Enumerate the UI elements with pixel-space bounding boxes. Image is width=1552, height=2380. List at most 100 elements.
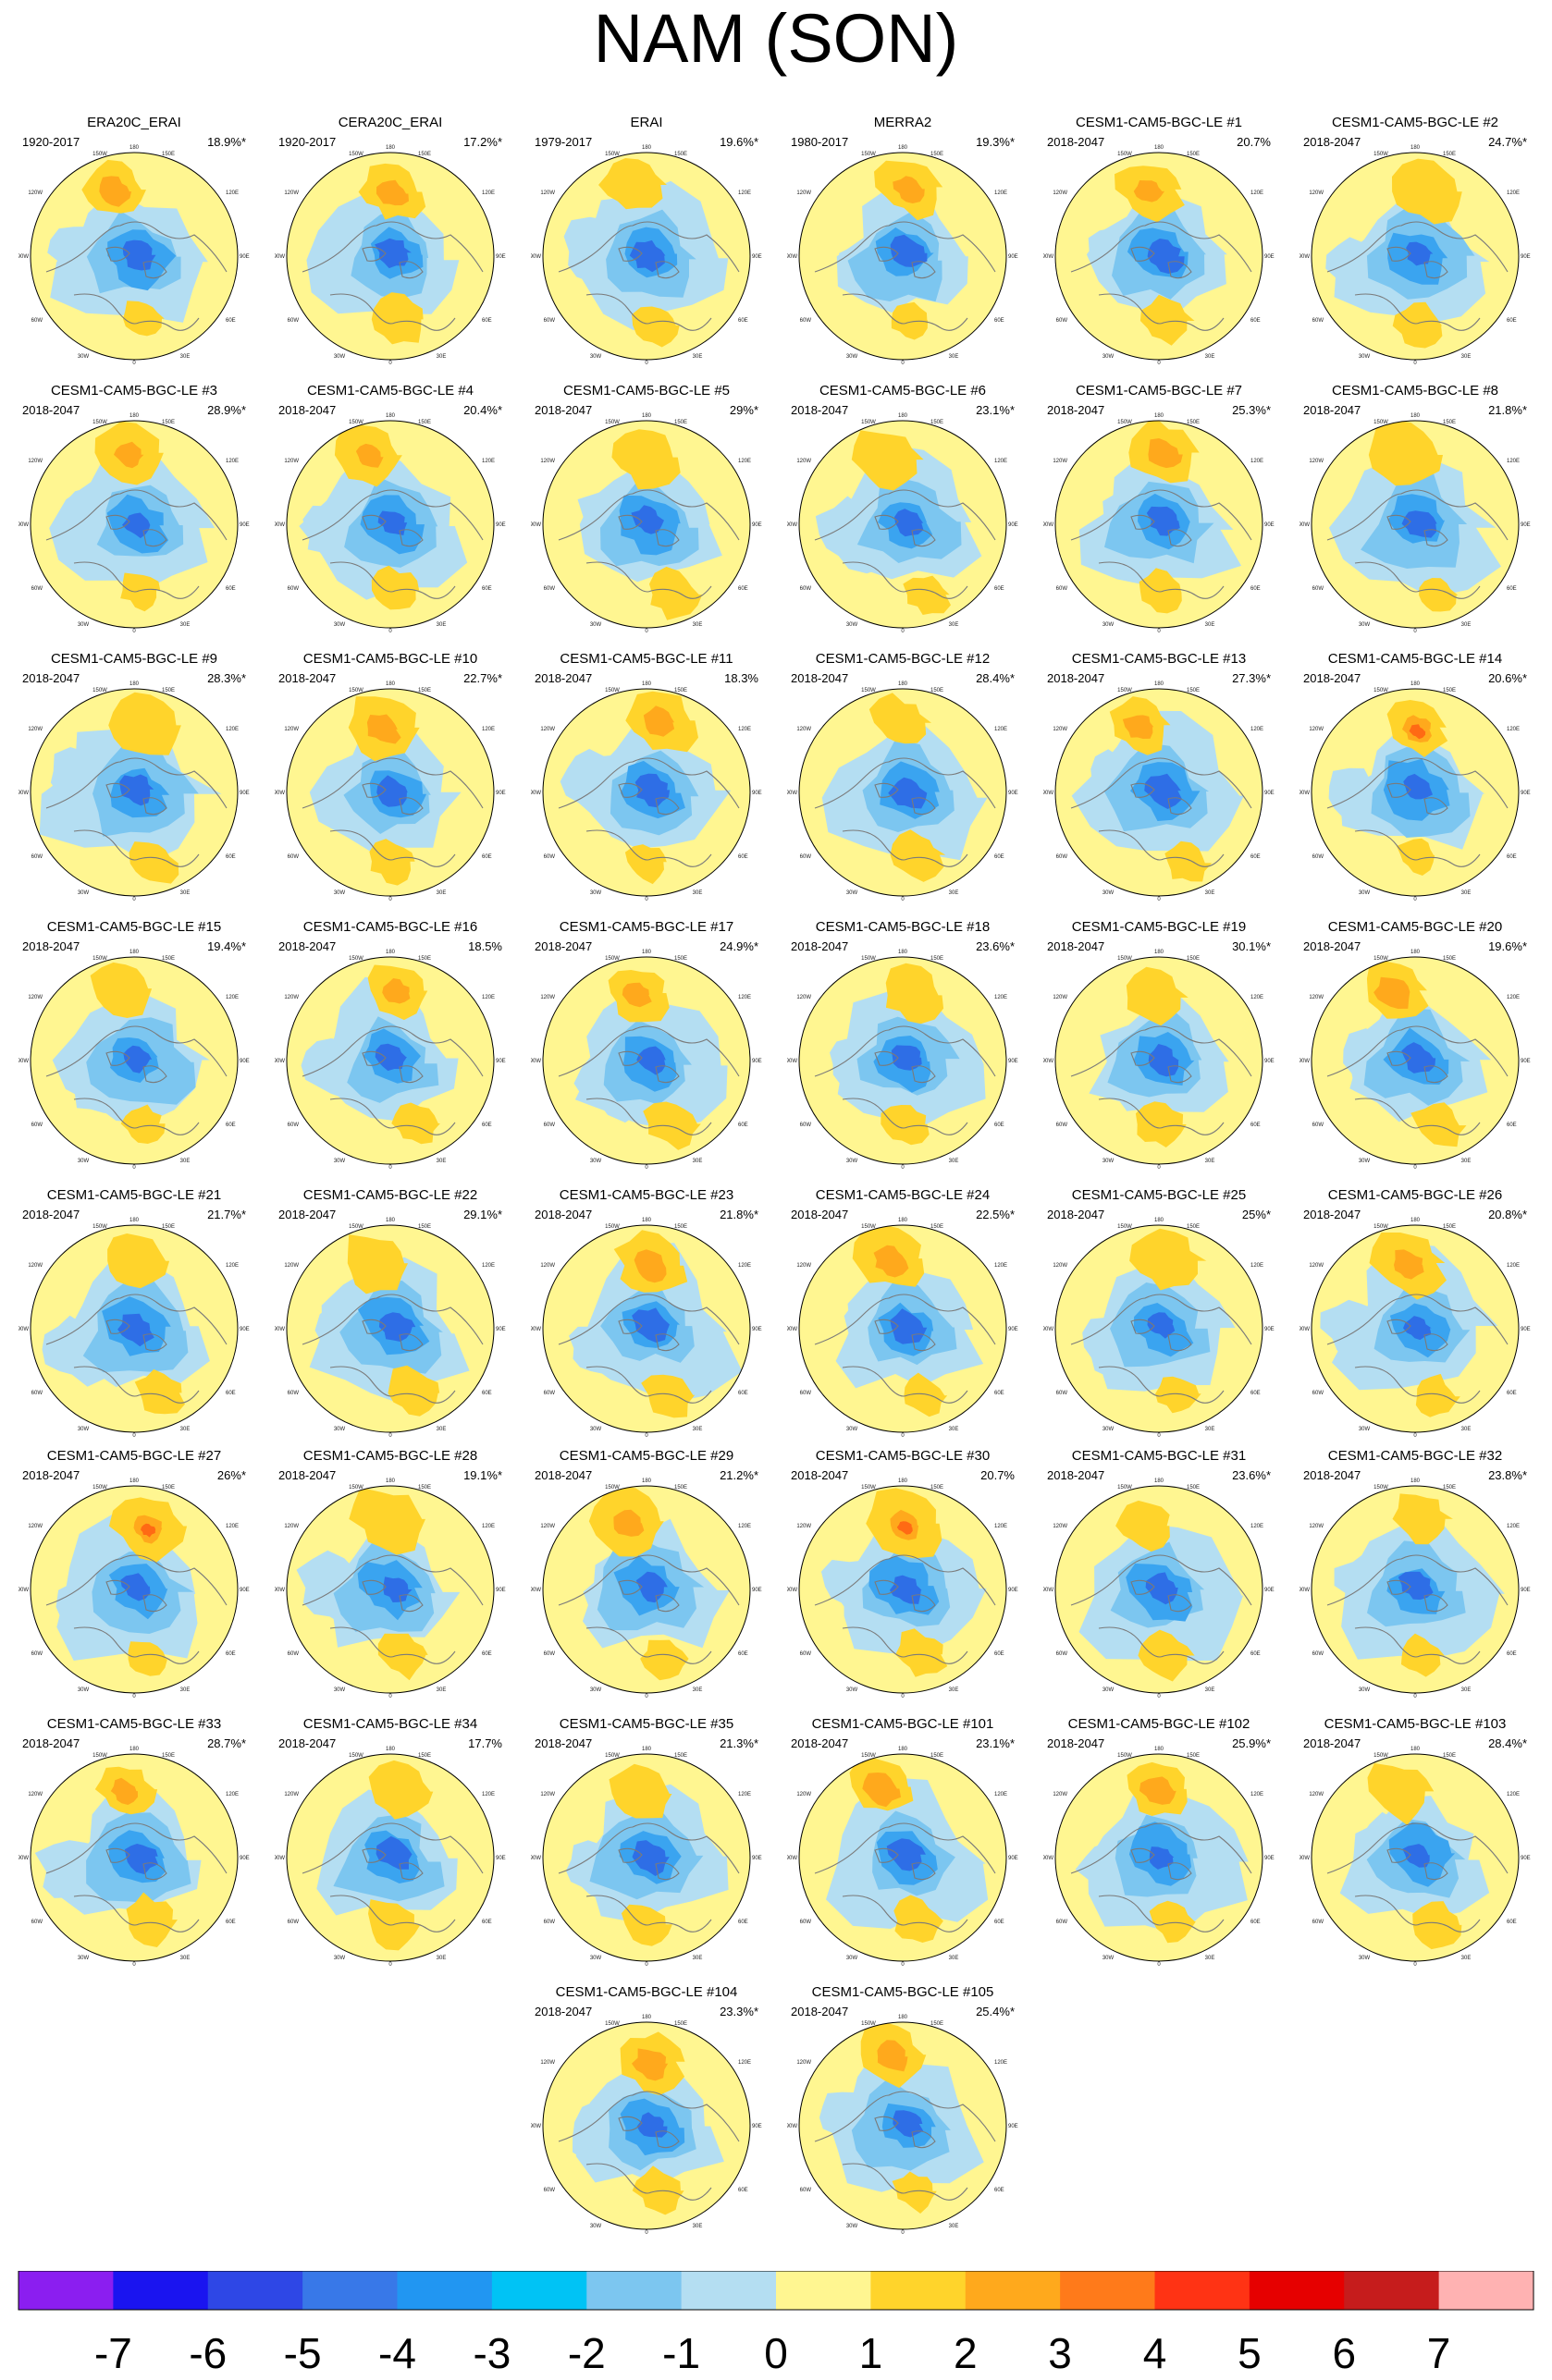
polar-map: 180 150W 150E 120W 120E 90W 90E 60W 60E 30W 30E 0 [531,681,762,901]
longitude-label: 180 [642,1478,652,1484]
longitude-label: 60E [226,1651,236,1657]
panel-period: 2018-2047 [535,2005,593,2018]
coastline [814,1554,996,1664]
longitude-label: 0 [388,1694,392,1698]
anomaly-contour [1139,568,1182,614]
longitude-label: 30W [334,354,346,360]
longitude-label: 90E [1008,254,1018,260]
longitude-label: 60W [31,318,43,324]
polar-map: 180 150W 150E 120W 120E 90W 90E 60W 60E 30W 30E 0 [1043,413,1275,632]
longitude-label: 30W [590,1687,602,1693]
longitude-label: 120W [28,1792,43,1797]
longitude-label: 60E [1250,318,1261,324]
longitude-label: 60W [1056,318,1068,324]
longitude-label: 60E [226,1123,236,1128]
longitude-label: 30W [1102,354,1115,360]
panel-variance: 30.1%* [1232,939,1271,953]
longitude-label: 30W [590,1159,602,1164]
longitude-label: 30W [846,1159,858,1164]
longitude-label: 60W [544,854,556,860]
panel-variance: 20.6%* [1488,671,1527,685]
panel-period: 2018-2047 [278,1468,337,1482]
coastline [814,221,996,331]
panel-variance: 25.4%* [976,2005,1015,2018]
panel-variance: 22.5%* [976,1208,1015,1221]
longitude-label: 150E [674,1485,687,1491]
longitude-label: 120W [284,190,299,196]
longitude-label: 150E [1443,152,1456,157]
longitude-label: 30E [693,1159,703,1164]
longitude-label: 180 [1154,950,1164,955]
panel-title: CESM1-CAM5-BGC-LE #17 [559,919,734,935]
anomaly-contour [120,1573,151,1601]
colorbar-label: -3 [473,2329,511,2377]
longitude-label: 90E [752,254,762,260]
map-panel: CESM1-CAM5-BGC-LE #4 2018-2047 20.4%* 180 15… [265,383,515,632]
anomaly-contour [1403,773,1433,800]
anomaly-contour [388,1365,440,1417]
anomaly-contour [634,773,671,808]
longitude-label: 0 [1413,897,1417,901]
longitude-label: 150W [861,688,876,693]
colorbar-swatch [870,2271,967,2310]
anomaly-contour [1392,1493,1453,1545]
anomaly-contour [903,575,951,615]
longitude-label: 120W [540,995,555,1000]
longitude-label: 150W [1117,1485,1132,1491]
longitude-label: 180 [898,1218,908,1223]
longitude-label: 120E [994,1524,1007,1529]
panel-title: CESM1-CAM5-BGC-LE #13 [1071,651,1247,667]
longitude-label: 90E [496,1588,506,1593]
longitude-label: 60E [994,2188,1004,2193]
longitude-label: 150E [1443,1224,1456,1230]
longitude-label: 0 [645,1433,648,1437]
longitude-label: 120W [28,995,43,1000]
longitude-label: 120E [738,190,751,196]
longitude-label: 90W [18,1059,29,1064]
panel-title: CESM1-CAM5-BGC-LE #101 [811,1716,994,1732]
figure-title: NAM (SON) [593,0,959,77]
panel-variance: 20.7% [980,1468,1015,1482]
longitude-label: 60E [994,1123,1004,1128]
anomaly-contour [1415,1373,1460,1417]
panel-period: 2018-2047 [1303,939,1361,953]
longitude-label: 30E [1205,1427,1215,1432]
longitude-label: 90W [1043,1856,1053,1861]
longitude-label: 90E [496,522,506,528]
longitude-label: 90E [1008,1327,1018,1332]
longitude-label: 60E [1507,1391,1517,1396]
longitude-label: 120W [28,1524,43,1529]
panel-period: 2018-2047 [791,671,849,685]
longitude-label: 120E [994,995,1007,1000]
panel-period: 2018-2047 [791,939,849,953]
panel-period: 2018-2047 [1303,403,1361,417]
longitude-label: 120E [1250,1524,1263,1529]
panel-variance: 19.1%* [463,1468,502,1482]
longitude-label: 90W [1299,254,1310,260]
panel-variance: 29.1%* [463,1208,502,1221]
map-panel: CESM1-CAM5-BGC-LE #9 2018-2047 28.3%* 180 15… [9,651,259,901]
coastline [814,1822,996,1932]
longitude-label: 90E [496,1856,506,1861]
longitude-label: 150W [349,1485,363,1491]
panel-period: 1920-2017 [22,135,80,149]
longitude-label: 150W [92,1753,107,1759]
longitude-label: 180 [642,2015,652,2020]
polar-map: 180 150W 150E 120W 120E 90W 90E 60W 60E 30W 30E 0 [531,2015,762,2234]
map-panel: CESM1-CAM5-BGC-LE #23 2018-2047 21.8%* 180 1… [522,1187,771,1437]
longitude-label: 90W [275,1327,285,1332]
anomaly-contour [369,839,415,886]
longitude-label: 0 [132,1694,136,1698]
longitude-label: 30E [1205,1956,1215,1961]
longitude-label: 60E [738,1920,748,1925]
longitude-label: 120W [1309,1524,1324,1529]
longitude-label: 30W [1102,1159,1115,1164]
longitude-label: 150E [1443,1753,1456,1759]
longitude-label: 30E [693,622,703,628]
anomaly-contour [893,1895,943,1943]
polar-map: 180 150W 150E 120W 120E 90W 90E 60W 60E 30W 30E 0 [787,1218,1018,1437]
longitude-label: 30E [949,354,959,360]
longitude-label: 90W [1043,1588,1053,1593]
anomaly-contour [1368,421,1443,486]
